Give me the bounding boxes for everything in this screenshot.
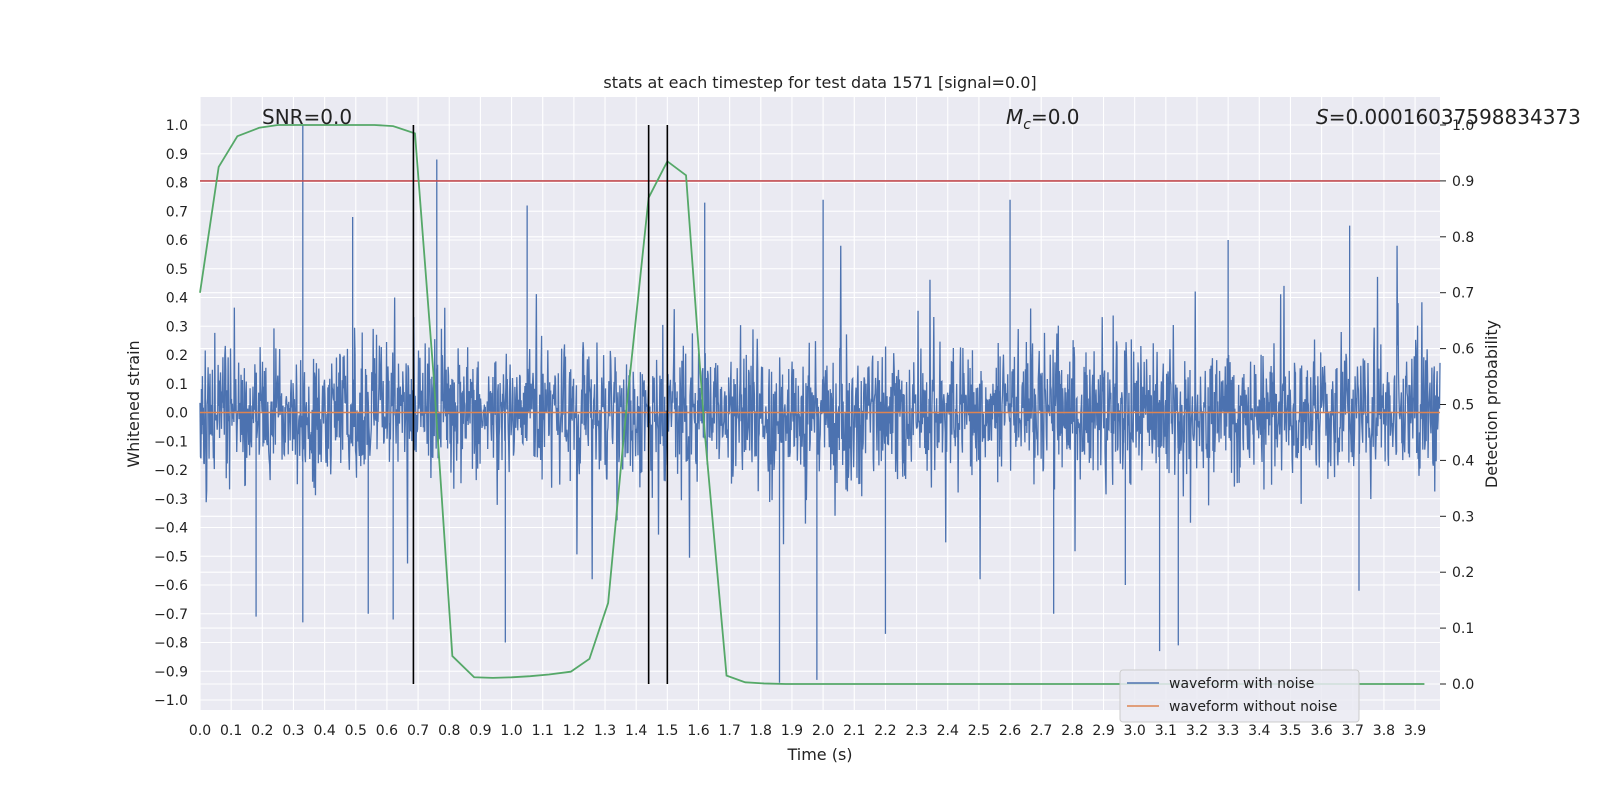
x-tick-label: 2.0 — [812, 723, 834, 739]
x-tick-label: 1.3 — [594, 723, 616, 739]
mc-value: =0.0 — [1031, 105, 1080, 129]
x-tick-label: 0.7 — [407, 723, 429, 739]
x-tick-label: 0.3 — [282, 723, 304, 739]
y-tick-label: 0.1 — [166, 377, 188, 393]
y2-tick-label: 0.9 — [1452, 174, 1474, 190]
x-tick-label: 3.2 — [1186, 723, 1208, 739]
x-tick-label: 0.1 — [220, 723, 242, 739]
y-tick-label: 0.3 — [166, 319, 188, 335]
y2-ticks: 1.0 0.9 0.8 0.7 0.6 0.5 0.4 0.3 0.2 0.1 0.0 — [1440, 118, 1474, 693]
line-series — [199, 124, 1440, 685]
y-ticks: 1.0 0.9 0.8 0.7 0.6 0.5 0.4 0.3 0.2 0.1 0.0 −0.1 −0.… — [154, 118, 188, 709]
x-tick-label: 2.4 — [937, 723, 959, 739]
x-tick-label: 0.6 — [376, 723, 398, 739]
legend-label-clean: waveform without noise — [1169, 699, 1337, 715]
chart-title: stats at each timestep for test data 157… — [603, 73, 1036, 92]
y2-tick-label: 0.4 — [1452, 453, 1474, 469]
x-tick-label: 3.1 — [1155, 723, 1177, 739]
y2-tick-label: 0.1 — [1452, 621, 1474, 637]
x-tick-label: 3.5 — [1279, 723, 1301, 739]
y2-axis-label: Detection probability — [1482, 320, 1501, 488]
x-tick-label: 2.7 — [1030, 723, 1052, 739]
x-tick-label: 3.4 — [1248, 723, 1270, 739]
x-tick-label: 1.8 — [750, 723, 772, 739]
mc-subscript: c — [1023, 117, 1031, 133]
x-tick-label: 0.2 — [251, 723, 273, 739]
x-tick-label: 3.7 — [1342, 723, 1364, 739]
mc-symbol: M — [1006, 105, 1023, 129]
x-tick-label: 3.8 — [1373, 723, 1395, 739]
y-tick-label: −0.3 — [154, 492, 188, 508]
y-axis-label: Whitened strain — [124, 340, 143, 467]
legend: waveform with noise waveform without noi… — [1119, 669, 1360, 723]
x-tick-label: 1.1 — [532, 723, 554, 739]
legend-box — [1119, 669, 1360, 723]
y-tick-label: −0.4 — [154, 521, 188, 537]
y-tick-label: 0.2 — [166, 348, 188, 364]
s-value: =0.00016037598834373 — [1329, 105, 1581, 129]
x-tick-label: 3.6 — [1310, 723, 1332, 739]
y2-tick-label: 0.0 — [1452, 677, 1474, 693]
x-axis-label: Time (s) — [786, 745, 852, 764]
y2-tick-label: 0.6 — [1452, 342, 1474, 358]
s-symbol: S — [1316, 105, 1329, 129]
y-tick-label: −0.6 — [154, 578, 188, 594]
y-tick-label: 1.0 — [166, 118, 188, 134]
s-annotation: S=0.00016037598834373 — [1316, 105, 1581, 129]
y-tick-label: −0.1 — [154, 434, 188, 450]
y2-tick-label: 0.2 — [1452, 565, 1474, 581]
x-ticks: 0.0 0.1 0.2 0.3 0.4 0.5 0.6 0.7 0.8 0.9 1.0 1.1 1.2 1… — [189, 723, 1426, 739]
x-tick-label: 3.3 — [1217, 723, 1239, 739]
x-tick-label: 0.8 — [438, 723, 460, 739]
x-tick-label: 2.1 — [843, 723, 865, 739]
y-tick-label: 0.8 — [166, 176, 188, 192]
y-tick-label: −1.0 — [154, 693, 188, 709]
x-tick-label: 1.5 — [656, 723, 678, 739]
x-tick-label: 1.6 — [687, 723, 709, 739]
y-tick-label: 0.0 — [166, 406, 188, 422]
y-tick-label: 0.6 — [166, 233, 188, 249]
y2-tick-label: 0.5 — [1452, 398, 1474, 414]
x-tick-label: 1.2 — [563, 723, 585, 739]
y-tick-label: −0.9 — [154, 664, 188, 680]
y2-tick-label: 0.8 — [1452, 230, 1474, 246]
x-tick-label: 2.2 — [874, 723, 896, 739]
x-tick-label: 2.8 — [1061, 723, 1083, 739]
x-tick-label: 3.9 — [1404, 723, 1426, 739]
x-tick-label: 1.0 — [500, 723, 522, 739]
x-tick-label: 2.9 — [1092, 723, 1114, 739]
y2-tick-label: 0.3 — [1452, 509, 1474, 525]
y-tick-label: −0.2 — [154, 463, 188, 479]
x-tick-label: 0.5 — [345, 723, 367, 739]
y-tick-label: −0.8 — [154, 636, 188, 652]
mc-annotation: Mc=0.0 — [1006, 105, 1080, 133]
x-tick-label: 1.7 — [719, 723, 741, 739]
y-tick-label: 0.5 — [166, 262, 188, 278]
y2-tick-label: 0.7 — [1452, 286, 1474, 302]
y-tick-label: −0.5 — [154, 549, 188, 565]
snr-annotation: SNR=0.0 — [262, 105, 352, 129]
x-tick-label: 0.9 — [469, 723, 491, 739]
vertical-lines — [412, 125, 669, 684]
y2-tick-label: 1.0 — [1452, 118, 1474, 134]
x-tick-label: 2.6 — [999, 723, 1021, 739]
x-tick-label: 2.3 — [905, 723, 927, 739]
x-tick-label: 1.4 — [625, 723, 647, 739]
x-tick-label: 0.4 — [313, 723, 335, 739]
y-tick-label: 0.9 — [166, 147, 188, 163]
legend-label-noise: waveform with noise — [1169, 676, 1314, 692]
x-tick-label: 3.0 — [1124, 723, 1146, 739]
x-tick-label: 0.0 — [189, 723, 211, 739]
y-tick-label: −0.7 — [154, 607, 188, 623]
x-tick-label: 2.5 — [968, 723, 990, 739]
y-tick-label: 0.4 — [166, 291, 188, 307]
x-tick-label: 1.9 — [781, 723, 803, 739]
detection-probability-line — [199, 124, 1425, 685]
y-tick-label: 0.7 — [166, 204, 188, 220]
